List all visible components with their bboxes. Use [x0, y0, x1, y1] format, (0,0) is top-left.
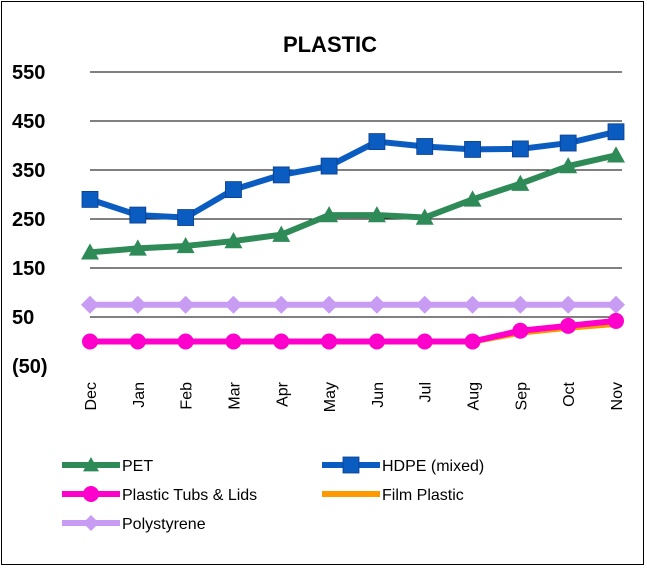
data-point	[368, 333, 385, 350]
data-point	[342, 456, 360, 474]
x-tick-label: Apr	[274, 381, 291, 407]
legend-item: Film Plastic	[322, 487, 464, 504]
data-point	[415, 208, 434, 225]
data-point	[128, 295, 147, 314]
data-point	[607, 123, 625, 141]
data-point	[129, 333, 146, 350]
legend: PET HDPE (mixed) Plastic Tubs & Lids Film P…	[62, 456, 484, 533]
series-pet	[81, 146, 625, 260]
data-point	[559, 157, 578, 174]
data-point	[176, 295, 195, 314]
data-point	[367, 206, 386, 223]
data-point	[225, 181, 242, 199]
data-point	[608, 312, 624, 329]
data-point	[416, 333, 433, 350]
y-tick-label: 350	[12, 160, 45, 182]
x-tick-label: Sep	[513, 382, 530, 411]
data-point	[83, 515, 99, 531]
data-point	[559, 134, 577, 152]
data-point	[224, 295, 243, 314]
series-line	[90, 317, 617, 345]
legend-item: HDPE (mixed)	[322, 456, 484, 475]
data-point	[176, 236, 195, 254]
data-point	[511, 295, 530, 314]
data-point	[463, 295, 482, 314]
data-point	[321, 333, 338, 350]
data-point	[224, 232, 243, 249]
y-axis-ticks: 550 450 350 250 150 50 (50)	[12, 62, 48, 378]
x-tick-label: Mar	[226, 381, 243, 409]
data-point	[225, 333, 242, 350]
legend-label: Polystyrene	[122, 516, 206, 533]
data-point	[368, 133, 386, 150]
data-point	[177, 333, 194, 350]
data-point	[177, 209, 195, 226]
legend-label: Film Plastic	[382, 487, 464, 504]
data-point	[464, 333, 481, 350]
legend-label: HDPE (mixed)	[382, 458, 484, 475]
data-point	[320, 157, 338, 175]
x-tick-label: Jun	[370, 382, 387, 408]
data-point	[415, 295, 434, 314]
data-point	[128, 239, 147, 256]
data-point	[129, 206, 147, 224]
data-point	[560, 317, 577, 334]
y-tick-label: 450	[12, 111, 45, 133]
x-tick-label: May	[322, 382, 339, 412]
data-point	[272, 225, 291, 242]
data-point	[81, 243, 99, 260]
series-polystyrene	[81, 295, 625, 314]
legend-item: Polystyrene	[62, 515, 206, 533]
x-tick-label: Oct	[561, 381, 578, 406]
y-tick-label: (50)	[12, 356, 48, 378]
y-tick-label: 250	[12, 209, 45, 231]
x-tick-label: Jul	[418, 382, 435, 402]
grid-lines	[90, 71, 622, 318]
y-tick-label: 50	[12, 307, 34, 329]
y-tick-label: 150	[12, 258, 45, 280]
data-point	[367, 295, 386, 314]
x-tick-label: Aug	[466, 382, 483, 410]
x-tick-label: Feb	[179, 382, 196, 410]
x-tick-label: Dec	[83, 382, 100, 410]
data-point	[320, 206, 339, 223]
data-point	[272, 166, 290, 184]
data-point	[559, 295, 578, 314]
data-point	[511, 140, 529, 158]
chart-title: PLASTIC	[283, 32, 377, 57]
series-layer	[81, 123, 625, 350]
data-point	[272, 295, 291, 314]
series-line	[89, 152, 617, 256]
data-point	[81, 190, 99, 208]
y-tick-label: 550	[12, 62, 45, 84]
data-point	[83, 457, 99, 472]
data-point	[607, 295, 625, 314]
data-point	[511, 174, 530, 191]
legend-label: Plastic Tubs & Lids	[122, 487, 257, 504]
data-point	[607, 146, 625, 163]
data-point	[464, 141, 481, 158]
data-point	[320, 295, 339, 314]
series-hdpe-mixed	[81, 123, 625, 226]
x-axis-ticks: Dec Jan Feb Mar Apr May Jun Jul Aug Sep Oct Nov	[83, 381, 626, 412]
data-point	[512, 322, 529, 339]
legend-label: PET	[122, 458, 153, 475]
data-point	[83, 486, 99, 502]
series-plastic-tubs-lids	[82, 312, 624, 350]
x-tick-label: Jan	[131, 382, 148, 408]
data-point	[82, 333, 98, 350]
legend-item: Plastic Tubs & Lids	[62, 486, 257, 504]
data-point	[416, 138, 434, 155]
data-point	[273, 333, 290, 350]
legend-item: PET	[62, 457, 153, 475]
data-point	[81, 295, 99, 314]
x-tick-label: Nov	[609, 382, 626, 410]
data-point	[463, 190, 482, 207]
